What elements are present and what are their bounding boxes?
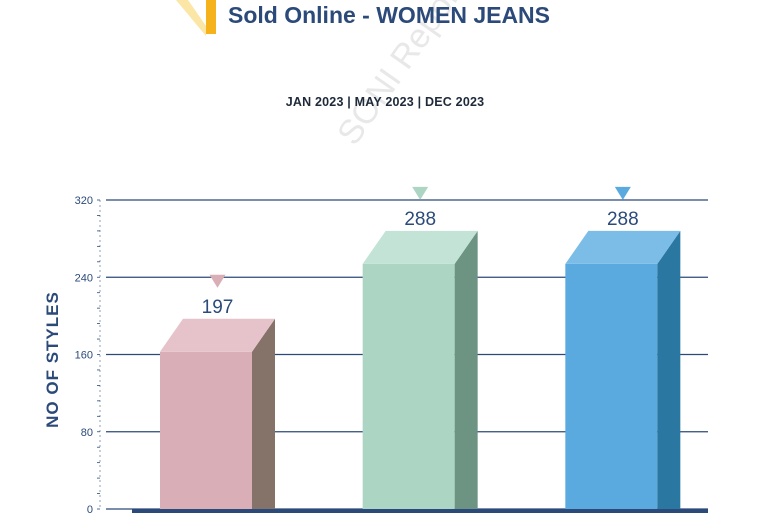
period-label: DEC 2023 [425, 95, 485, 109]
bar-top [362, 230, 478, 264]
bar-side [657, 230, 681, 509]
logo-icon [176, 0, 216, 36]
bar-top [565, 230, 681, 264]
period-label: JAN 2023 [285, 95, 344, 109]
bar-front [565, 263, 658, 509]
period-label: MAY 2023 [354, 95, 414, 109]
bar-side [454, 230, 478, 509]
y-tick-label: 80 [81, 427, 93, 439]
bar-marker-triangle [412, 186, 429, 200]
bar-front [160, 351, 252, 509]
bar-marker-triangle [209, 274, 226, 288]
bar-marker-triangle [614, 186, 631, 200]
y-tick-label: 240 [75, 272, 93, 284]
y-tick-label: 320 [75, 195, 93, 207]
y-tick-label: 0 [87, 504, 93, 513]
bar-side [252, 318, 275, 509]
bar-value-label: 197 [202, 297, 234, 318]
page-title: Sold Online - WOMEN JEANS [228, 2, 551, 28]
period-separator: | [343, 95, 355, 109]
x-axis-base [132, 509, 708, 513]
bar-value-label: 288 [404, 209, 436, 230]
y-tick-label: 160 [75, 350, 93, 362]
bar-front [362, 263, 455, 509]
period-separator: | [413, 95, 425, 109]
bar-top [160, 318, 275, 352]
chart-subtitle-periods: JAN 2023 | MAY 2023 | DEC 2023 [0, 95, 770, 109]
bar-value-label: 288 [607, 209, 639, 230]
y-axis-label: NO OF STYLES [43, 291, 62, 428]
